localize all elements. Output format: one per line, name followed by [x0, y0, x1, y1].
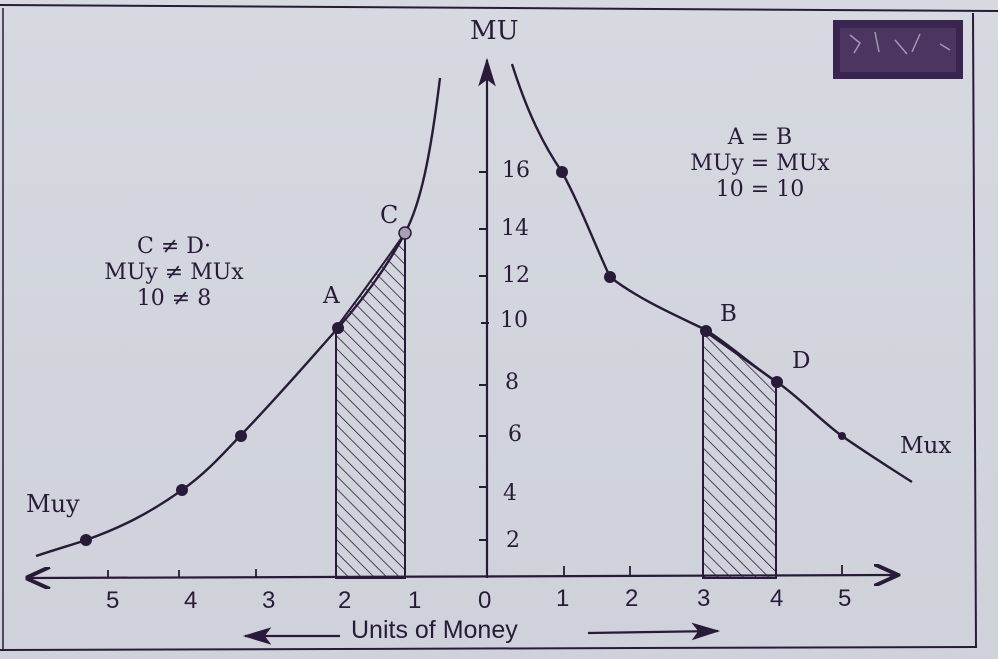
right-annotation-line-1: A = B [727, 125, 793, 150]
y-axis-label: MU [470, 16, 519, 46]
stamp-block [833, 20, 963, 79]
mux-points [556, 166, 846, 440]
x-tick-right-1: 1 [556, 585, 570, 612]
point-c [398, 226, 412, 240]
point-a [332, 322, 344, 334]
y-tick-6: 6 [508, 422, 522, 447]
x-tick-right-2: 2 [625, 585, 639, 612]
right-annotation-line-2: MUy = MUx [690, 150, 830, 176]
frame [0, 4, 998, 651]
shaded-region-right [702, 328, 777, 579]
muy-points [80, 226, 412, 546]
y-tick-4: 4 [503, 481, 517, 506]
x-tick-left-4: 4 [184, 587, 198, 614]
x-tick-right-5: 5 [838, 585, 852, 612]
x-tick-right-3: 3 [697, 585, 711, 612]
left-annotation-line-3: 10 ≠ 8 [136, 285, 212, 311]
x-label-arrow-right [587, 622, 721, 641]
y-tick-8: 8 [505, 370, 519, 395]
point-b-label: B [720, 301, 737, 327]
shaded-region-left [335, 229, 406, 579]
left-annotation: C ≠ D· MUy ≠ MUx 10 ≠ 8 [70, 234, 278, 312]
x-tick-left-3: 3 [262, 587, 276, 614]
right-annotation-line-3: 10 = 10 [715, 176, 805, 202]
point-d-label: D [792, 348, 811, 374]
y-axis [478, 57, 496, 578]
y-tick-12: 12 [502, 263, 530, 288]
left-annotation-line-1: C ≠ D· [137, 234, 211, 259]
mux-curve-label: Mux [900, 433, 952, 459]
x-axis [30, 565, 896, 578]
y-tick-10: 10 [500, 308, 528, 333]
y-tick-14: 14 [501, 216, 529, 241]
x-tick-left-2: 2 [338, 587, 352, 614]
x-tick-origin: 0 [478, 587, 492, 614]
muy-curve-label: Muy [26, 490, 80, 518]
x-tick-right-4: 4 [770, 585, 784, 612]
left-annotation-line-2: MUy ≠ MUx [104, 259, 244, 285]
point-c-label: C [380, 201, 399, 229]
x-axis-label: Units of Money [351, 616, 518, 644]
muy-curve [35, 77, 442, 558]
point-a-label: A [323, 283, 340, 309]
right-annotation: A = B MUy = MUx 10 = 10 [660, 125, 860, 203]
x-tick-left-5: 5 [106, 587, 120, 614]
x-tick-left-1: 1 [408, 587, 422, 614]
point-d [771, 376, 783, 388]
y-tick-2: 2 [506, 528, 520, 553]
point-b [700, 325, 712, 337]
y-tick-16: 16 [502, 158, 530, 183]
